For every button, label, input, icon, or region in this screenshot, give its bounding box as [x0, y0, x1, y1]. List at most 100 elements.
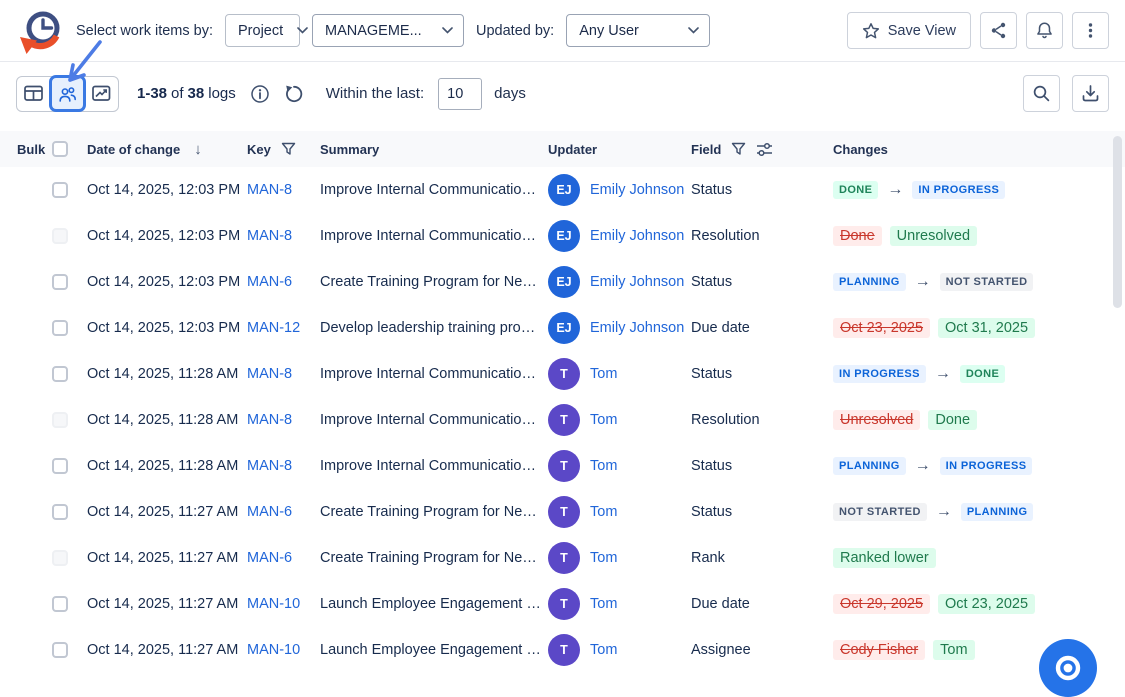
updater-avatar: T: [548, 358, 580, 390]
key-column-header: Key: [247, 142, 271, 157]
days-unit-label: days: [494, 85, 526, 102]
export-button[interactable]: [1072, 75, 1109, 112]
users-view-icon: [58, 85, 77, 103]
within-last-label: Within the last:: [326, 85, 424, 102]
work-item-summary: Create Training Program for Ne…: [320, 504, 548, 520]
updater-name-link[interactable]: Tom: [590, 550, 617, 566]
date-column-header: Date of change: [87, 142, 180, 157]
table-view-button[interactable]: [17, 77, 50, 111]
updater-name-link[interactable]: Tom: [590, 504, 617, 520]
updater-avatar: T: [548, 450, 580, 482]
changes-cell: PLANNING→IN PROGRESS: [833, 457, 1125, 475]
updater-avatar: EJ: [548, 266, 580, 298]
changes-cell: NOT STARTED→PLANNING: [833, 503, 1125, 521]
refresh-button[interactable]: [284, 84, 304, 104]
work-item-key-link[interactable]: MAN-10: [247, 642, 300, 658]
project-dropdown[interactable]: MANAGEME...: [312, 14, 464, 47]
row-checkbox[interactable]: [52, 320, 68, 336]
save-view-button[interactable]: Save View: [847, 12, 971, 49]
table-row: Oct 14, 2025, 11:27 AM MAN-6 Create Trai…: [0, 489, 1125, 535]
date-of-change: Oct 14, 2025, 11:27 AM: [87, 642, 247, 658]
work-item-key-link[interactable]: MAN-8: [247, 228, 292, 244]
work-item-key-link[interactable]: MAN-10: [247, 596, 300, 612]
work-item-key-link[interactable]: MAN-8: [247, 366, 292, 382]
updater-avatar: T: [548, 634, 580, 666]
work-item-key-link[interactable]: MAN-8: [247, 182, 292, 198]
updater-name-link[interactable]: Tom: [590, 458, 617, 474]
chart-view-button[interactable]: [85, 77, 118, 111]
updated-by-dropdown-value: Any User: [579, 23, 639, 39]
updater-name-link[interactable]: Tom: [590, 642, 617, 658]
date-of-change: Oct 14, 2025, 11:28 AM: [87, 412, 247, 428]
vertical-scrollbar-thumb[interactable]: [1113, 136, 1122, 308]
updated-by-dropdown[interactable]: Any User: [566, 14, 710, 47]
old-value-chip: Cody Fisher: [833, 640, 925, 660]
row-checkbox[interactable]: [52, 228, 68, 244]
field-name: Rank: [691, 550, 833, 566]
work-item-summary: Launch Employee Engagement …: [320, 642, 548, 658]
updater-avatar: T: [548, 496, 580, 528]
work-item-key-link[interactable]: MAN-8: [247, 412, 292, 428]
field-name: Resolution: [691, 412, 833, 428]
notifications-button[interactable]: [1026, 12, 1063, 49]
search-button[interactable]: [1023, 75, 1060, 112]
updater-name-link[interactable]: Emily Johnson: [590, 228, 684, 244]
updater-avatar: EJ: [548, 220, 580, 252]
user-view-button[interactable]: [49, 75, 86, 112]
new-status-lozenge: DONE: [960, 365, 1005, 383]
row-checkbox[interactable]: [52, 182, 68, 198]
item-type-dropdown[interactable]: Project: [225, 14, 300, 47]
work-item-key-link[interactable]: MAN-6: [247, 504, 292, 520]
field-column-header: Field: [691, 142, 721, 157]
date-of-change: Oct 14, 2025, 11:28 AM: [87, 458, 247, 474]
share-button[interactable]: [980, 12, 1017, 49]
row-checkbox[interactable]: [52, 274, 68, 290]
project-dropdown-value: MANAGEME...: [325, 23, 422, 39]
work-item-key-link[interactable]: MAN-6: [247, 274, 292, 290]
table-row: Oct 14, 2025, 11:28 AM MAN-8 Improve Int…: [0, 443, 1125, 489]
work-item-key-link[interactable]: MAN-12: [247, 320, 300, 336]
more-options-button[interactable]: [1072, 12, 1109, 49]
updated-by-label: Updated by:: [476, 23, 554, 39]
kebab-menu-icon: [1081, 21, 1100, 40]
bell-icon: [1035, 21, 1054, 40]
bulk-select-checkbox[interactable]: [52, 141, 68, 157]
toolbar-actions: [1023, 75, 1109, 112]
help-fab-icon: [1052, 652, 1084, 684]
date-of-change: Oct 14, 2025, 11:27 AM: [87, 596, 247, 612]
row-checkbox[interactable]: [52, 642, 68, 658]
changes-cell: Oct 29, 2025Oct 23, 2025: [833, 594, 1125, 614]
help-fab-button[interactable]: [1039, 639, 1097, 697]
field-settings-icon[interactable]: [756, 142, 773, 157]
updater-name-link[interactable]: Emily Johnson: [590, 182, 684, 198]
field-filter-icon[interactable]: [731, 142, 746, 156]
key-filter-icon[interactable]: [281, 142, 296, 156]
updater-name-link[interactable]: Emily Johnson: [590, 274, 684, 290]
app-window: Select work items by: Project MANAGEME..…: [0, 0, 1125, 680]
row-checkbox[interactable]: [52, 366, 68, 382]
updater-name-link[interactable]: Tom: [590, 596, 617, 612]
within-days-input[interactable]: [438, 78, 482, 110]
field-name: Status: [691, 458, 833, 474]
new-value-chip: Unresolved: [890, 226, 977, 246]
row-checkbox[interactable]: [52, 504, 68, 520]
row-checkbox[interactable]: [52, 596, 68, 612]
change-arrow-icon: →: [936, 503, 952, 521]
row-checkbox[interactable]: [52, 458, 68, 474]
old-status-lozenge: IN PROGRESS: [833, 365, 926, 383]
updater-name-link[interactable]: Emily Johnson: [590, 320, 684, 336]
updater-name-link[interactable]: Tom: [590, 366, 617, 382]
updater-name-link[interactable]: Tom: [590, 412, 617, 428]
row-checkbox[interactable]: [52, 412, 68, 428]
table-row: Oct 14, 2025, 11:28 AM MAN-8 Improve Int…: [0, 351, 1125, 397]
sort-descending-icon[interactable]: ↓: [194, 141, 202, 158]
date-of-change: Oct 14, 2025, 12:03 PM: [87, 274, 247, 290]
work-item-key-link[interactable]: MAN-6: [247, 550, 292, 566]
change-arrow-icon: →: [935, 365, 951, 383]
row-checkbox[interactable]: [52, 550, 68, 566]
changes-cell: IN PROGRESS → DONE: [833, 365, 1125, 383]
info-button[interactable]: [250, 84, 270, 104]
table-row: Oct 14, 2025, 11:27 AM MAN-10 Launch Emp…: [0, 581, 1125, 627]
work-item-key-link[interactable]: MAN-8: [247, 458, 292, 474]
updater-avatar: EJ: [548, 174, 580, 206]
